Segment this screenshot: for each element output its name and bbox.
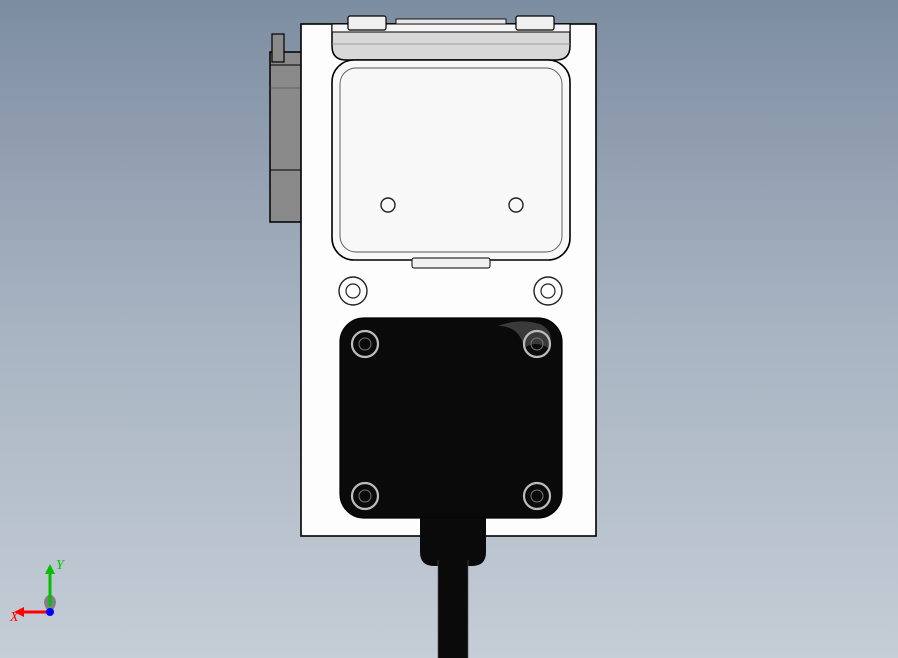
axis-y-arrow: [45, 564, 55, 574]
sensor-body: [340, 318, 562, 518]
axis-z-dot: [46, 608, 54, 616]
upper-housing: [332, 60, 570, 268]
triad-svg: [14, 564, 84, 634]
model-canvas: [0, 0, 898, 658]
axis-y-label: Y: [56, 558, 64, 574]
cad-viewport[interactable]: X Y: [0, 0, 898, 658]
cable: [420, 518, 486, 658]
top-cap: [332, 16, 570, 60]
view-triad: X Y: [14, 564, 84, 634]
axis-x-label: X: [10, 610, 19, 626]
